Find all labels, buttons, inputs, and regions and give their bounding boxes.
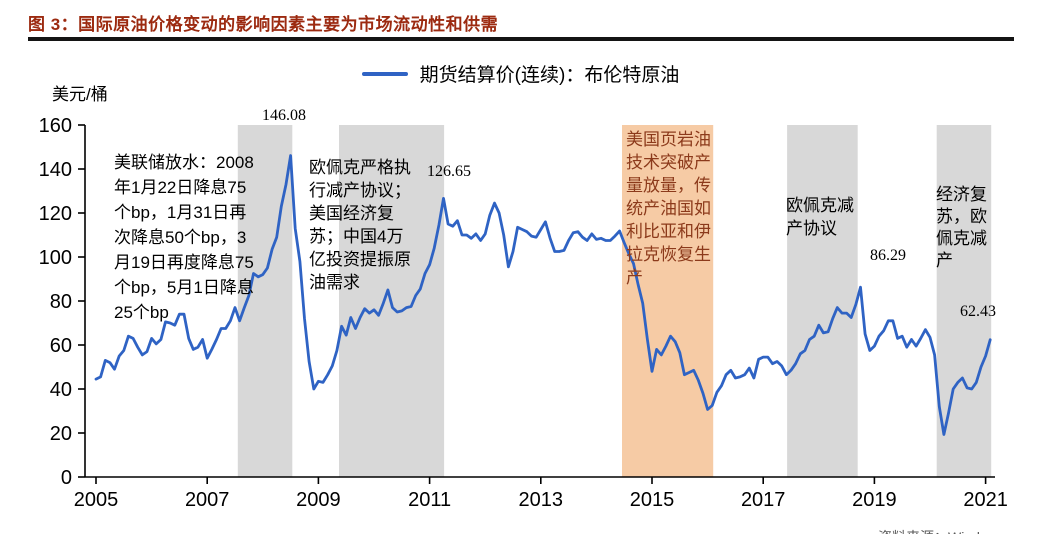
- y-axis-unit-label: 美元/桶: [52, 85, 108, 104]
- shaded-region-4: [787, 125, 858, 477]
- legend-line-swatch: [361, 71, 408, 76]
- y-tick-label: 100: [39, 247, 72, 269]
- y-tick-label: 80: [50, 291, 72, 313]
- y-tick-label: 140: [39, 159, 72, 181]
- x-tick-label: 2005: [74, 489, 119, 511]
- figure-title: 图 3：国际原油价格变动的影响因素主要为市场流动性和供需: [28, 15, 499, 34]
- x-tick-label: 2011: [408, 489, 451, 511]
- y-tick-label: 160: [39, 115, 72, 137]
- chart-legend: 期货结算价(连续)：布伦特原油: [0, 60, 1041, 87]
- shaded-region-5: [936, 125, 992, 477]
- y-tick-label: 20: [50, 423, 72, 445]
- brent-price-line: [94, 154, 992, 436]
- y-tick-label: 60: [50, 335, 72, 357]
- x-tick-label: 2019: [852, 489, 897, 511]
- shaded-region-3: [622, 125, 714, 477]
- legend-label: 期货结算价(连续)：布伦特原油: [419, 65, 680, 86]
- x-tick-label: 2015: [630, 489, 675, 511]
- x-tick-label: 2013: [519, 489, 564, 511]
- x-tick-label: 2017: [741, 489, 786, 511]
- source-note-partial: 资料来源：Wind: [878, 527, 980, 534]
- title-underline: [28, 37, 1014, 41]
- y-tick-label: 120: [39, 203, 72, 225]
- x-tick-label: 2021: [963, 489, 1008, 511]
- y-tick-label: 40: [50, 379, 72, 401]
- x-tick-label: 2009: [296, 489, 341, 511]
- y-tick-label: 0: [61, 467, 72, 489]
- x-tick-label: 2007: [185, 489, 230, 511]
